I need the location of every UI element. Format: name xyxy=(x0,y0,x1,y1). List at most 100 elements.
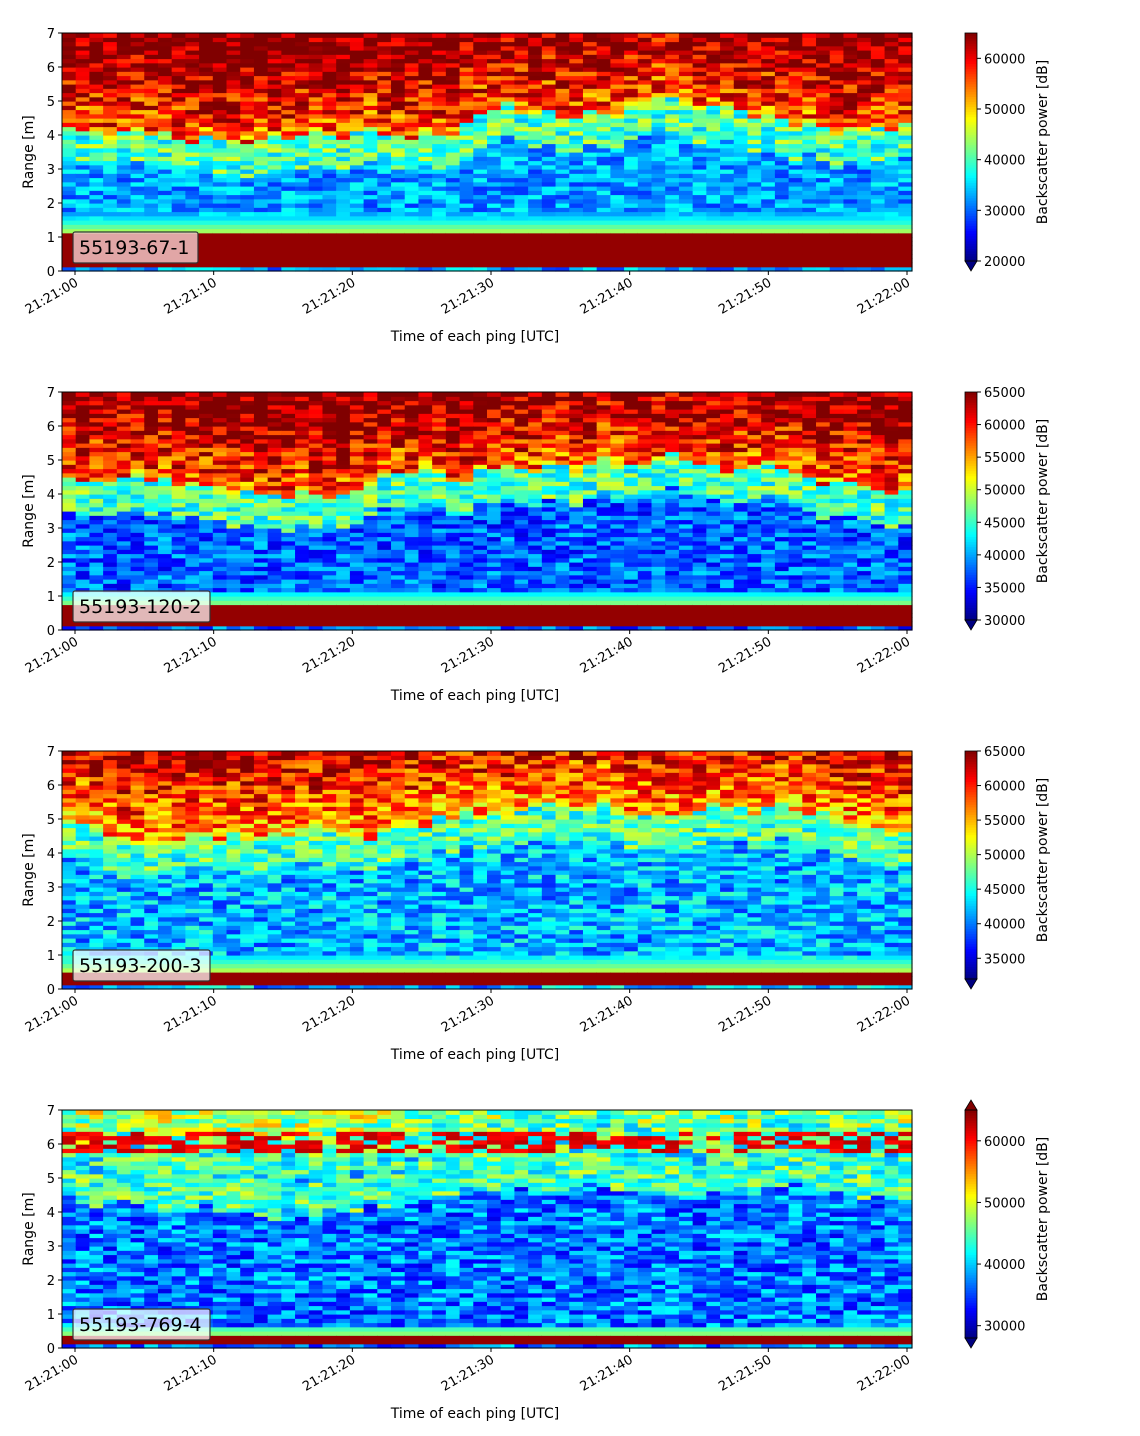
heatmap-cell xyxy=(733,135,749,140)
heatmap-cell xyxy=(788,186,803,191)
heatmap-cell xyxy=(295,258,310,264)
heatmap-cell xyxy=(473,71,488,77)
heatmap-cell xyxy=(487,211,502,217)
heatmap-cell xyxy=(665,177,680,183)
heatmap-cell xyxy=(541,62,557,68)
heatmap-cell xyxy=(528,173,543,179)
heatmap-cell xyxy=(445,67,461,72)
heatmap-cell xyxy=(829,122,845,128)
heatmap-cell xyxy=(116,472,132,478)
heatmap-cell xyxy=(89,211,104,217)
heatmap-cell xyxy=(103,460,118,465)
heatmap-cell xyxy=(459,190,474,196)
heatmap-cell xyxy=(870,41,886,47)
heatmap-cell xyxy=(185,443,200,448)
heatmap-cell xyxy=(157,109,173,115)
heatmap-cell xyxy=(733,79,749,85)
heatmap-cell xyxy=(116,207,132,213)
heatmap-cell xyxy=(665,258,680,264)
heatmap-cell xyxy=(843,54,858,60)
heatmap-cell xyxy=(308,472,324,478)
heatmap-cell xyxy=(541,164,557,170)
heatmap-cell xyxy=(226,570,241,576)
heatmap-cell xyxy=(253,109,269,115)
heatmap-cell xyxy=(322,621,337,627)
heatmap-cell xyxy=(569,173,584,179)
heatmap-cell xyxy=(130,498,145,504)
heatmap-cell xyxy=(596,245,611,251)
heatmap-cell xyxy=(199,220,214,225)
heatmap-cell xyxy=(391,608,406,614)
heatmap-cell xyxy=(253,426,269,431)
heatmap-cell xyxy=(267,109,282,115)
heatmap-cell xyxy=(637,96,653,102)
heatmap-cell xyxy=(171,88,186,94)
heatmap-cell xyxy=(569,258,584,264)
heatmap-cell xyxy=(336,156,351,162)
heatmap-cell xyxy=(253,528,269,533)
heatmap-cell xyxy=(404,198,420,204)
heatmap-cell xyxy=(199,579,214,584)
heatmap-cell xyxy=(171,557,186,563)
heatmap-cell xyxy=(637,139,653,145)
heatmap-cell xyxy=(884,58,899,64)
heatmap-cell xyxy=(487,126,502,132)
heatmap-cell xyxy=(665,54,680,60)
heatmap-cell xyxy=(473,237,488,242)
heatmap-cell xyxy=(295,570,310,576)
heatmap-cell xyxy=(185,451,200,457)
heatmap-cell xyxy=(432,105,447,111)
heatmap-cell xyxy=(377,413,392,419)
heatmap-cell xyxy=(418,190,433,196)
heatmap-cell xyxy=(884,228,899,234)
heatmap-cell xyxy=(226,45,241,51)
heatmap-cell xyxy=(240,254,255,259)
heatmap-cell xyxy=(349,604,365,610)
heatmap-cell xyxy=(500,232,516,238)
heatmap-cell xyxy=(281,203,296,208)
heatmap-cell xyxy=(857,50,872,55)
heatmap-cell xyxy=(171,160,186,166)
heatmap-cell xyxy=(295,164,310,170)
heatmap-cell xyxy=(322,160,337,166)
heatmap-cell xyxy=(541,92,557,98)
heatmap-cell xyxy=(62,430,77,436)
heatmap-cell xyxy=(199,79,214,85)
heatmap-cell xyxy=(665,249,680,255)
heatmap-cell xyxy=(240,608,255,614)
heatmap-cell xyxy=(226,485,241,491)
heatmap-cell xyxy=(500,215,516,221)
heatmap-cell xyxy=(267,207,282,213)
heatmap-cell xyxy=(199,392,214,397)
heatmap-cell xyxy=(212,608,228,614)
heatmap-cell xyxy=(336,109,351,115)
heatmap-cell xyxy=(212,241,228,247)
heatmap-cell xyxy=(103,506,118,512)
heatmap-cell xyxy=(418,181,433,187)
heatmap-cell xyxy=(870,160,886,166)
heatmap-cell xyxy=(500,156,516,162)
heatmap-cell xyxy=(75,105,91,111)
heatmap-cell xyxy=(802,54,817,60)
heatmap-cell xyxy=(144,211,159,217)
heatmap-cell xyxy=(349,45,365,51)
heatmap-cell xyxy=(487,228,502,234)
heatmap-cell xyxy=(528,62,543,68)
heatmap-cell xyxy=(62,523,77,529)
heatmap-cell xyxy=(555,50,570,55)
heatmap-cell xyxy=(130,455,145,461)
heatmap-cell xyxy=(596,152,611,157)
heatmap-cell xyxy=(281,553,296,559)
heatmap-cell xyxy=(816,152,831,157)
heatmap-cell xyxy=(363,62,378,68)
heatmap-cell xyxy=(555,228,570,234)
heatmap-cell xyxy=(774,215,790,221)
heatmap-cell xyxy=(569,241,584,247)
heatmap-cell xyxy=(144,45,159,51)
heatmap-cell xyxy=(185,194,200,200)
heatmap-cell xyxy=(226,549,241,555)
heatmap-cell xyxy=(295,45,310,51)
heatmap-cell xyxy=(610,177,625,183)
heatmap-cell xyxy=(75,54,91,60)
heatmap-cell xyxy=(75,203,91,208)
